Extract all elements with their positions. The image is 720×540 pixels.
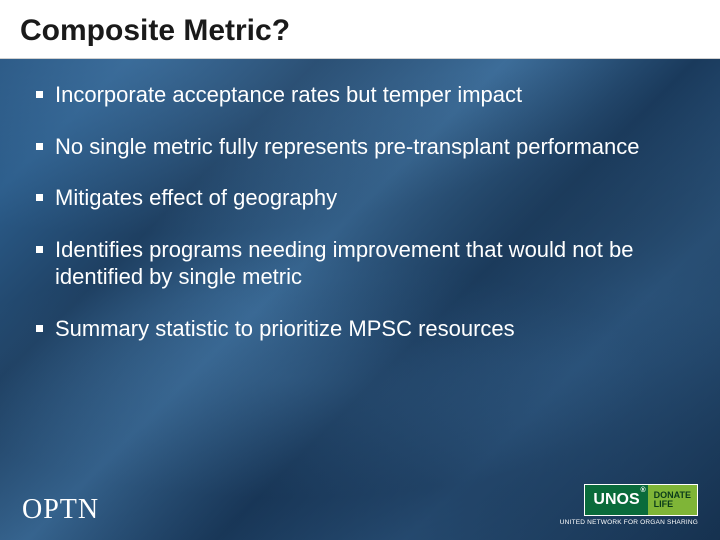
unos-tagline: UNITED NETWORK FOR ORGAN SHARING [560,519,698,526]
unos-logo-block: UNOS ® DONATE LIFE UNITED NETWORK FOR OR… [560,484,698,526]
bullet-text: Identifies programs needing improvement … [55,236,684,291]
slide-header: Composite Metric? [0,0,720,59]
bullet-icon [36,91,43,98]
list-item: No single metric fully represents pre-tr… [36,133,684,161]
slide-content: Incorporate acceptance rates but temper … [0,59,720,342]
bullet-text: Mitigates effect of geography [55,184,684,212]
unos-text: UNOS ® [585,485,647,515]
bullet-icon [36,246,43,253]
unos-label: UNOS [593,491,639,509]
list-item: Summary statistic to prioritize MPSC res… [36,315,684,343]
list-item: Incorporate acceptance rates but temper … [36,81,684,109]
bullet-text: Incorporate acceptance rates but temper … [55,81,684,109]
bullet-text: Summary statistic to prioritize MPSC res… [55,315,684,343]
bullet-icon [36,194,43,201]
bullet-icon [36,325,43,332]
bullet-list: Incorporate acceptance rates but temper … [36,81,684,342]
unos-badge: UNOS ® DONATE LIFE [584,484,698,516]
registered-icon: ® [640,487,645,494]
slide-footer: OPTN UNOS ® DONATE LIFE UNITED NETWORK F… [0,484,720,526]
bullet-text: No single metric fully represents pre-tr… [55,133,684,161]
list-item: Mitigates effect of geography [36,184,684,212]
donate-bottom: LIFE [654,500,691,509]
bullet-icon [36,143,43,150]
donate-life-badge: DONATE LIFE [648,485,697,515]
list-item: Identifies programs needing improvement … [36,236,684,291]
slide-title: Composite Metric? [20,14,700,48]
optn-logo: OPTN [22,494,99,526]
